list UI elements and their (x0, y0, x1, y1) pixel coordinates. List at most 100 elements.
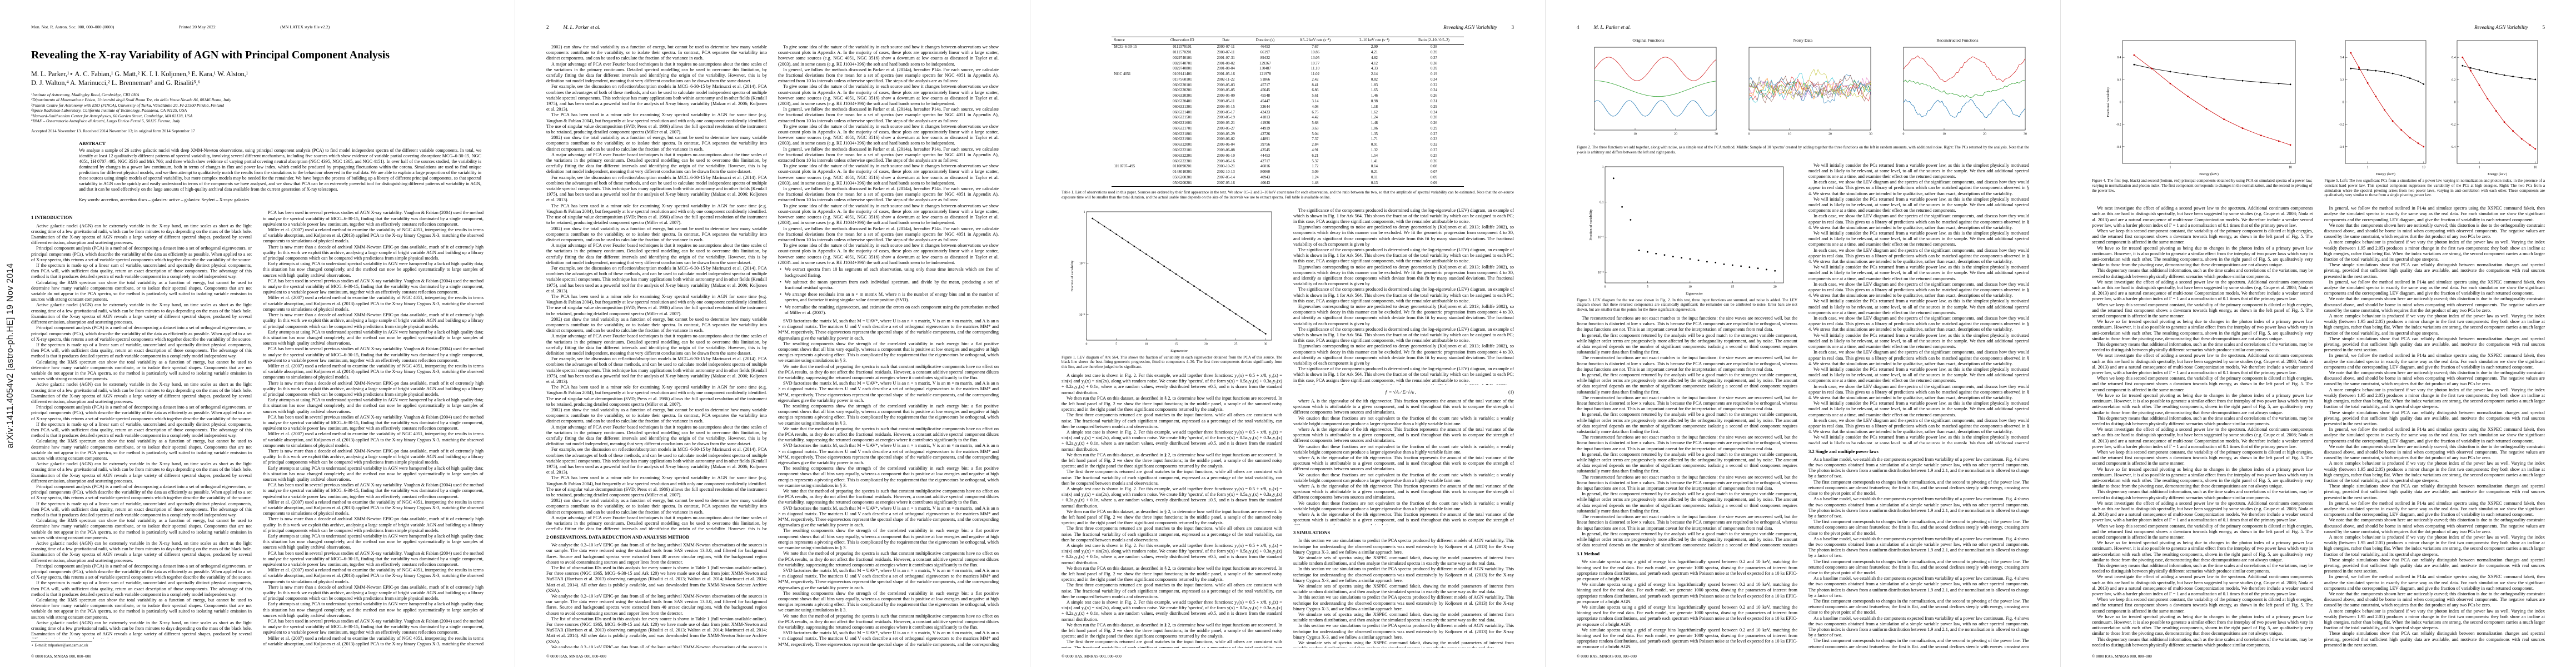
svg-text:10⁻⁴: 10⁻⁴ (1079, 313, 1085, 316)
body-text-column: We simulate spectra using a grid of ener… (1577, 559, 1797, 648)
svg-text:0.4: 0.4 (2452, 56, 2456, 59)
figure-2-original-plot: 0 10 20 30 (1594, 47, 1718, 136)
svg-text:30: 30 (1715, 133, 1718, 136)
page-3: Revealing AGN Variability 3 Source Observ… (1030, 0, 1546, 667)
page-number: 4 (1577, 24, 1580, 30)
figure-2-caption: Figure 2. The three functions we add tog… (1577, 145, 2029, 155)
page-4-right-column: We will initially consider the PCs retur… (1808, 163, 2029, 648)
figure-4-caption: Figure 4. The first (top, black) and sec… (2092, 178, 2313, 193)
observations-table: Source Observation ID Date Duration (s) 0.5–… (1111, 37, 1464, 187)
svg-text:0.4: 0.4 (2117, 56, 2121, 59)
svg-text:-0.2: -0.2 (2339, 123, 2344, 127)
svg-text:0.4: 0.4 (2340, 56, 2344, 59)
running-head: 2 M. L. Parker et al. (546, 24, 999, 30)
page-4-body: 0 5 10 15 20 1 0.1 10⁻² 10⁻³ Eigenvector Fraction … (1577, 163, 2029, 648)
style-file-note: (MN LATEX style file v2.2) (280, 24, 330, 29)
page-footer: © 0000 RAS, MNRAS 000, 000–000 (1062, 654, 1122, 659)
svg-text:20: 20 (1828, 133, 1832, 136)
body-text-column: PCA has been used in several previous st… (263, 210, 484, 648)
svg-text:25: 25 (1234, 342, 1237, 346)
svg-text:-0.2: -0.2 (2451, 123, 2456, 127)
svg-text:-0.4: -0.4 (2339, 146, 2344, 149)
figure-5-right-plot: 1 10 -0.4 -0.2 0 0.2 0.4 Energy (keV) (2451, 40, 2538, 176)
body-text-column: SVD factorizes the matrix M, such that M… (778, 318, 999, 648)
svg-text:15: 15 (1731, 285, 1734, 288)
figure-5-left-plot: 1 10 -0.4 -0.2 0 0.2 0.4 Energy (keV) (2339, 40, 2426, 176)
journal-name: Mon. Not. R. Astron. Soc. 000, 000–000 (… (31, 24, 114, 29)
svg-text:10: 10 (2422, 166, 2425, 170)
page-footer: © 0000 RAS, MNRAS 000, 000–000 (2092, 654, 2152, 659)
panel-title: Noisy Data (1793, 38, 1813, 43)
svg-text:10: 10 (1633, 133, 1637, 136)
method-steps-list: We extract spectra from 10 ks segments o… (778, 266, 999, 317)
arxiv-stamp: arXiv:1411.4054v2 [astro-ph.HE] 19 Nov 2… (6, 263, 15, 449)
page-footer: © 0000 RAS, MNRAS 000, 000–000 (546, 654, 606, 659)
svg-text:Fractional variability: Fractional variability (2106, 87, 2110, 117)
svg-text:0: 0 (2343, 101, 2344, 104)
observations-table-wrap: Source Observation ID Date Duration (s) 0.5–… (1062, 37, 1514, 187)
print-date: Printed 20 May 2022 (178, 24, 216, 29)
journal-header: Mon. Not. R. Astron. Soc. 000, 000–000 (… (31, 24, 330, 29)
svg-text:0: 0 (1903, 133, 1905, 136)
svg-text:10⁻³: 10⁻³ (1597, 271, 1603, 275)
svg-text:20: 20 (1674, 133, 1677, 136)
author-line-2: D. J. Walton,⁴ A. Marinucci,² L. Brennem… (31, 78, 201, 87)
author-list: M. L. Parker,¹⋆ A. C. Fabian,¹ G. Matt,²… (31, 70, 484, 87)
page-2-body: 2002) can show the total variability as … (546, 44, 999, 648)
figure-5-panels: 1 10 -0.4 -0.2 0 0.2 0.4 Energy (keV) 1 10 -0.4 -0… (2325, 37, 2545, 177)
figure-2-reconstructed-plot: 0 10 20 30 (1903, 47, 2027, 136)
svg-text:Energy (keV): Energy (keV) (2376, 172, 2395, 176)
page-4: 4 M. L. Parker et al. Original Functions… (1546, 0, 2061, 667)
page-3-left-column: 0 5 10 15 20 25 30 1 10⁻² 10⁻⁴ Eigenvector Fraction… (1062, 208, 1282, 649)
svg-text:-0.2: -0.2 (2116, 123, 2121, 127)
svg-text:1: 1 (2479, 166, 2480, 170)
page-5: Revealing AGN Variability 5 1 10 -0.4 -0.2 0… (2061, 0, 2576, 667)
dateline: Accepted 2014 November 13. Received 2014… (31, 128, 195, 134)
running-head: 4 M. L. Parker et al. (1577, 24, 2029, 30)
section-heading-method: 3.1 Method (1577, 551, 1600, 557)
svg-text:0: 0 (1594, 133, 1596, 136)
svg-text:1: 1 (1083, 211, 1085, 214)
svg-text:20: 20 (1204, 342, 1207, 346)
paper-title: Revealing the X-ray Variability of AGN w… (31, 49, 390, 61)
svg-text:0: 0 (1748, 133, 1750, 136)
footnote: ⋆ E-mail: mlparker@ast.cam.ac.uk (31, 640, 252, 648)
body-text-column: To give some idea of the nature of the v… (778, 44, 999, 265)
section-heading-powerlaws: 3.2 Single and multiple power laws (1808, 448, 1879, 454)
running-title: Revealing AGN Variability (1443, 24, 1497, 30)
svg-text:Fraction of variability: Fraction of variability (1070, 260, 1074, 291)
page-2: 2 M. L. Parker et al. 2002) can show the… (515, 0, 1030, 667)
page-3-right-column: The significance of the components produ… (1293, 208, 1514, 649)
body-text-column: We analyse the 0.2–10 keV EPIC-pn data f… (546, 542, 767, 648)
svg-text:10: 10 (1788, 133, 1791, 136)
svg-text:Eigenvector: Eigenvector (1686, 292, 1703, 296)
running-head: Revealing AGN Variability 3 (1062, 24, 1514, 30)
figure-5-caption: Figure 5. Left: The two significant PCs … (2324, 178, 2545, 198)
svg-text:5: 5 (1646, 285, 1648, 288)
svg-text:Fraction of variability: Fraction of variability (1589, 208, 1593, 240)
svg-text:30: 30 (2024, 133, 2027, 136)
page-2-right-column: To give some idea of the nature of the v… (778, 44, 999, 648)
page-1-left-column: 1 INTRODUCTION Active galactic nuclei (A… (31, 210, 252, 648)
page-number: 5 (2542, 24, 2545, 30)
running-title: M. L. Parker et al. (1593, 24, 1631, 30)
figure-1-plot: 0 5 10 15 20 25 30 1 10⁻² 10⁻⁴ Eigenvector Fraction… (1070, 211, 1272, 353)
page-5-right-column: In general, we follow the method outline… (2324, 206, 2545, 648)
svg-text:-0.4: -0.4 (2451, 146, 2456, 149)
table-1-caption: Table 1. List of observations used in th… (1062, 190, 1514, 200)
figure-4-plot: 1 10 -0.4 -0.2 0 0.2 0.4 Energy (keV) Fractional… (2106, 40, 2296, 176)
svg-text:0.1: 0.1 (1600, 201, 1603, 204)
figure-2: Original Functions 0 10 20 30 Noisy Data 0 1… (1577, 38, 2029, 143)
body-text-column: As a baseline model, we establish the co… (1808, 456, 2029, 648)
figure-4: 1 10 -0.4 -0.2 0 0.2 0.4 Energy (keV) Fractional… (2092, 37, 2313, 198)
page-5-figures: 1 10 -0.4 -0.2 0 0.2 0.4 Energy (keV) Fractional… (2092, 37, 2545, 198)
svg-text:10: 10 (2289, 166, 2292, 170)
running-title: M. L. Parker et al. (563, 24, 601, 30)
abstract-heading: ABSTRACT (79, 141, 106, 147)
page-1: Mon. Not. R. Astron. Soc. 000, 000–000 (… (0, 0, 515, 667)
